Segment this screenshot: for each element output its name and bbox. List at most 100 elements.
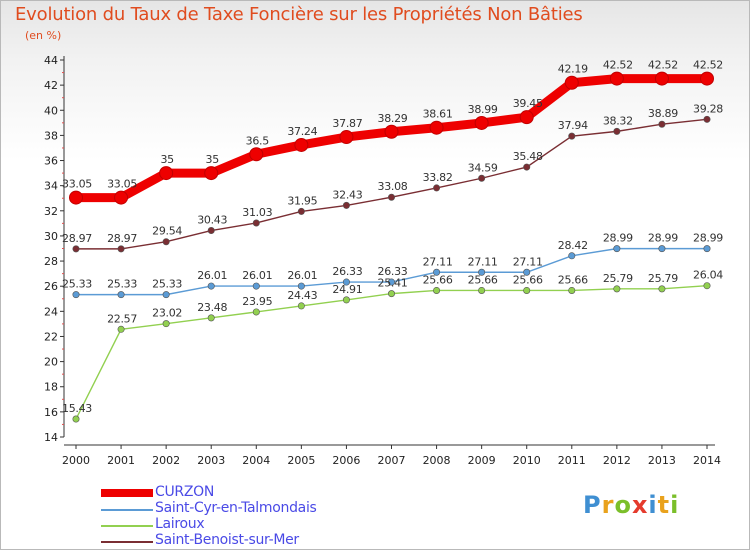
data-label: 23.95 [242,295,272,308]
x-tick-label: 2013 [648,454,676,467]
y-unit-label: (en %) [25,29,62,42]
data-label: 42.52 [603,59,633,72]
data-point [162,238,170,246]
data-label: 38.89 [648,107,678,120]
series-lairoux [72,282,711,423]
data-label: 37.24 [287,125,317,138]
y-tick-label: 32 [44,205,58,218]
legend-label: Saint-Cyr-en-Talmondais [155,500,317,516]
x-tick-label: 2009 [468,454,496,467]
data-label: 23.02 [152,307,182,320]
y-tick-label: 20 [44,356,58,369]
data-label: 42.52 [693,59,723,72]
series-curzon [69,71,714,205]
logo-letter: r [601,491,615,519]
data-label: 25.41 [378,277,408,290]
data-point [252,219,260,227]
data-point [204,166,219,181]
data-point [703,245,711,253]
data-label: 28.99 [693,232,723,245]
data-point [342,278,350,286]
legend-swatch [101,509,153,511]
data-label: 38.32 [603,114,633,127]
legend-label: CURZON [155,484,215,500]
data-point [297,302,305,310]
data-label: 39.45 [513,97,543,110]
data-label: 23.48 [197,301,227,314]
data-point [387,278,395,286]
y-tick-label: 30 [44,230,58,243]
series-layer [69,71,714,423]
y-tick-label: 42 [44,79,58,92]
data-label: 38.99 [468,103,498,116]
y-tick-label: 44 [44,54,58,67]
y-tick-label: 34 [44,180,58,193]
logo-letter: t [657,491,671,519]
data-point [613,245,621,253]
x-tick-label: 2008 [423,454,451,467]
x-tick-label: 2002 [152,454,180,467]
data-point [69,190,83,205]
data-label: 36.5 [246,134,270,147]
y-tick-label: 40 [44,104,58,117]
data-label: 25.66 [558,273,588,286]
data-point [117,291,125,299]
legend-swatch [101,525,153,527]
data-label: 25.66 [468,273,498,286]
data-point [478,174,486,182]
data-label: 31.95 [287,194,317,207]
data-label: 25.66 [513,273,543,286]
data-point [613,285,621,293]
data-point [162,320,170,328]
data-point [658,120,666,128]
data-label: 35.48 [513,150,543,163]
data-point [162,291,170,299]
data-point [478,268,486,276]
data-label: 33.05 [62,178,92,191]
data-point [387,193,395,201]
data-point [433,184,441,192]
data-point [658,245,666,253]
data-point [159,166,174,181]
data-point [207,227,215,235]
data-label: 33.08 [378,180,408,193]
data-label: 27.11 [423,255,453,268]
data-point [207,314,215,322]
data-label: 29.54 [152,225,182,238]
x-tick-label: 2006 [332,454,360,467]
data-point [613,127,621,135]
data-point [519,110,534,125]
data-point [609,71,624,86]
data-label: 28.99 [603,232,633,245]
series-saint-cyr-en-talmondais [72,245,711,299]
proxiti-logo: Proxiti [583,491,679,519]
data-point [703,282,711,290]
data-label: 25.79 [648,272,678,285]
data-point [523,268,531,276]
data-point [429,120,444,135]
y-tick-label: 36 [44,155,58,168]
data-point [658,285,666,293]
logo-letter: i [670,491,680,519]
data-point [568,252,576,260]
x-tick-label: 2005 [287,454,315,467]
logo-letter: i [648,491,658,519]
data-label: 25.79 [603,272,633,285]
data-point [114,190,129,205]
axes: 14 16 18 20 22 24 26 28 30 32 34 36 38 40 42 44 2000 2001… [44,54,721,467]
data-label: 25.33 [152,278,182,291]
x-tick-label: 2014 [693,454,721,467]
y-tick-label: 16 [44,406,58,419]
y-tick-label: 28 [44,255,58,268]
chart-title: Evolution du Taux de Taxe Foncière sur l… [15,4,583,25]
data-label: 42.52 [648,59,678,72]
data-label: 27.11 [513,255,543,268]
data-labels-layer: 25.33 25.33 25.33 26.01 26.01 26.01 26.33 26.33… [62,59,724,415]
data-point [523,286,531,294]
x-tick-label: 2000 [62,454,90,467]
data-point [342,201,350,209]
x-tick-label: 2003 [197,454,225,467]
data-point [654,71,669,86]
data-point [523,163,531,171]
y-tick-label: 24 [44,305,58,318]
